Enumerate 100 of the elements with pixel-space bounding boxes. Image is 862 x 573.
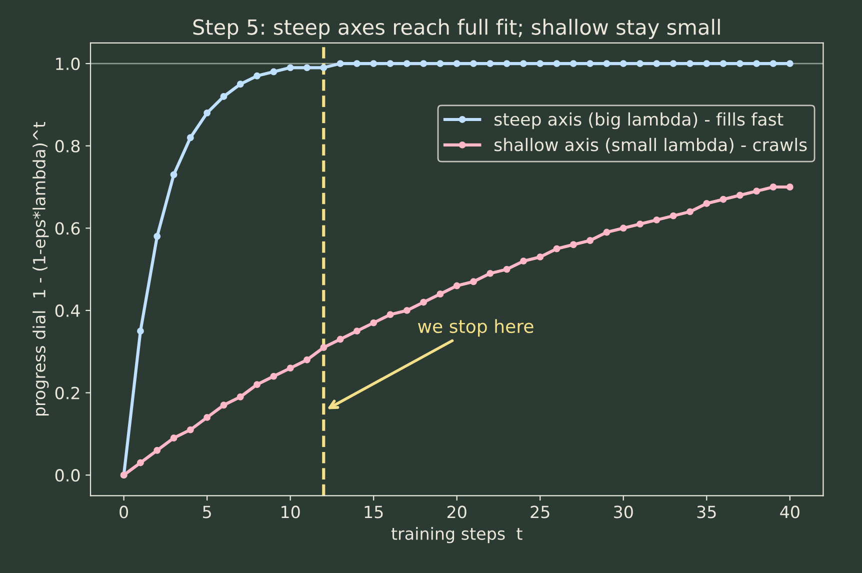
point <box>270 68 278 76</box>
point <box>236 393 244 400</box>
point <box>636 60 644 68</box>
point <box>236 80 244 88</box>
point <box>420 298 428 306</box>
point <box>470 60 477 68</box>
point <box>636 220 644 228</box>
y-tick-label: 1.0 <box>56 58 80 70</box>
point <box>770 60 777 68</box>
point <box>570 241 577 248</box>
point <box>503 60 510 68</box>
point <box>154 446 161 454</box>
point <box>686 208 694 216</box>
point <box>286 364 294 372</box>
point <box>670 212 677 220</box>
y-tick-label: 0.0 <box>55 469 80 482</box>
point <box>186 426 194 434</box>
point <box>370 319 378 326</box>
point <box>204 414 211 421</box>
point <box>603 228 610 236</box>
point <box>403 306 410 314</box>
point <box>520 258 527 265</box>
point <box>436 290 444 298</box>
point <box>720 60 727 68</box>
point <box>353 328 360 335</box>
point <box>553 245 560 252</box>
point <box>720 196 727 203</box>
x-tick-label: 20 <box>447 506 466 518</box>
x-tick-label: 15 <box>364 506 383 518</box>
point <box>703 60 710 68</box>
point <box>736 192 744 199</box>
point <box>386 60 394 68</box>
point <box>486 270 494 277</box>
point <box>603 60 610 68</box>
point <box>536 253 544 260</box>
point <box>386 311 394 318</box>
point <box>254 381 261 388</box>
point <box>136 459 144 466</box>
point <box>703 200 710 207</box>
point <box>786 60 794 68</box>
legend-label: shallow axis (small lambda) - crawls <box>494 138 807 154</box>
x-tick-label: 30 <box>614 506 633 518</box>
point <box>336 336 344 343</box>
point <box>304 356 310 364</box>
y-tick-label: 0.2 <box>55 386 80 400</box>
y-tick-label: 0.4 <box>55 304 80 318</box>
point <box>736 60 744 68</box>
x-tick-label: 0 <box>120 506 128 518</box>
point <box>186 134 194 142</box>
point <box>154 232 161 240</box>
point <box>403 60 410 68</box>
point <box>136 328 144 335</box>
point <box>370 60 378 68</box>
point <box>220 402 228 409</box>
point <box>653 60 660 68</box>
x-tick-label: 35 <box>697 506 716 518</box>
point <box>170 434 178 442</box>
point <box>220 93 228 100</box>
point <box>586 60 594 68</box>
point <box>536 60 544 68</box>
point <box>520 60 527 68</box>
point <box>320 64 328 72</box>
point <box>503 266 510 273</box>
point <box>304 64 310 72</box>
point <box>553 60 560 68</box>
legend-label: steep axis (big lambda) - fills fast <box>494 112 784 130</box>
point <box>586 237 594 244</box>
x-tick-label: 5 <box>203 506 211 518</box>
annotation: we stop here <box>418 319 534 337</box>
x-axis-title: training steps t <box>391 527 522 544</box>
chart-title: Step 5: steep axes reach full fit; shallow stay small <box>193 18 720 39</box>
point <box>436 60 444 68</box>
point <box>486 60 494 68</box>
point <box>420 60 428 68</box>
x-tick-label: 25 <box>530 506 550 518</box>
point <box>653 216 660 224</box>
point <box>254 72 261 80</box>
point <box>620 224 627 232</box>
point <box>770 184 777 190</box>
point <box>686 60 694 68</box>
y-axis-title: progress dial 1 - (1-eps*lambda)^t <box>32 122 49 416</box>
point <box>453 60 460 68</box>
point <box>320 344 328 351</box>
point <box>620 60 627 68</box>
x-tick-label: 10 <box>282 506 300 518</box>
point <box>353 60 360 68</box>
point <box>753 188 760 195</box>
point <box>786 184 794 190</box>
point <box>336 60 344 68</box>
y-tick-label: 0.6 <box>55 222 80 235</box>
point <box>270 372 278 380</box>
point <box>170 171 178 178</box>
point <box>470 278 477 286</box>
x-tick-label: 40 <box>780 506 800 518</box>
point <box>670 60 677 68</box>
point <box>204 109 211 116</box>
point <box>570 60 577 68</box>
point <box>753 60 760 68</box>
y-tick-label: 0.8 <box>55 140 80 152</box>
point <box>286 64 294 72</box>
